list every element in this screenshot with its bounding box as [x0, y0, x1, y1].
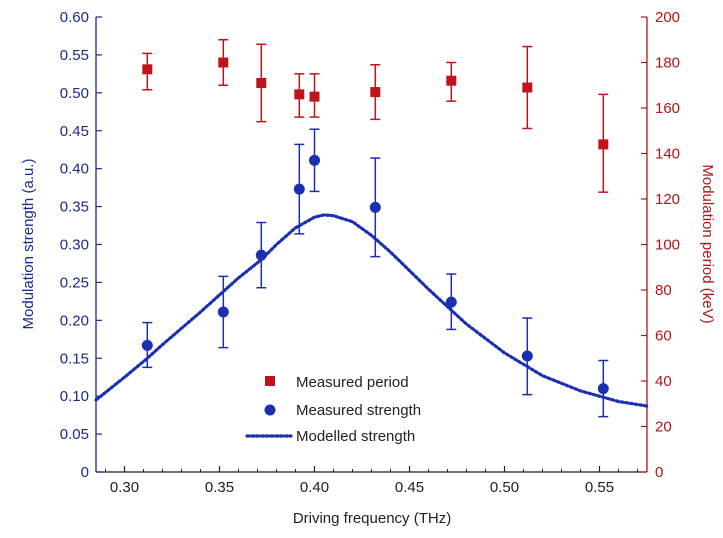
strength-point — [445, 296, 457, 308]
legend: Measured period Measured strength Modell… — [245, 374, 421, 445]
y-axis-title-left: Modulation strength (a.u.) — [20, 159, 37, 330]
legend-label-modelled-strength: Modelled strength — [296, 428, 415, 445]
strength-point — [369, 201, 381, 213]
modelled-strength-line — [94, 213, 649, 408]
x-tick-label: 0.40 — [300, 479, 329, 496]
y-right-tick-label: 0 — [655, 464, 663, 481]
strength-point — [217, 306, 229, 318]
y-left-tick-label: 0.35 — [60, 199, 89, 216]
y-left-tick-label: 0.15 — [60, 350, 89, 367]
y-right-tick-label: 80 — [655, 282, 672, 299]
y-left-tick-label: 0.45 — [60, 123, 89, 140]
x-tick-label: 0.45 — [395, 479, 424, 496]
period-point — [370, 87, 381, 98]
x-tick-label: 0.35 — [205, 479, 234, 496]
y-right-tick-label: 120 — [655, 191, 680, 208]
strength-point — [521, 350, 533, 362]
y-right-tick-label: 160 — [655, 100, 680, 117]
strength-point — [293, 183, 305, 195]
strength-point — [255, 249, 267, 261]
legend-marker-measured-strength — [264, 404, 276, 416]
y-right-tick-label: 60 — [655, 328, 672, 345]
y-right-tick-label: 140 — [655, 146, 680, 163]
y-left-tick-label: 0.10 — [60, 388, 89, 405]
period-point — [294, 89, 305, 100]
modelled-strength-layer — [94, 213, 649, 408]
data-marks-layer — [141, 39, 609, 418]
x-tick-label: 0.50 — [490, 479, 519, 496]
period-point — [218, 57, 229, 68]
x-tick-label: 0.30 — [110, 479, 139, 496]
legend-marker-measured-period — [265, 376, 275, 386]
y-left-tick-label: 0.30 — [60, 237, 89, 254]
axes: 0.30 0.35 0.40 0.45 0.50 0.55 0 0.05 0.10 0.15 0.2… — [60, 9, 680, 496]
y-left-tick-label: 0.20 — [60, 312, 89, 329]
strength-point — [309, 154, 320, 166]
y-right-tick-label: 180 — [655, 55, 680, 72]
strength-point — [597, 383, 609, 395]
legend-label-measured-strength: Measured strength — [296, 402, 421, 419]
period-point — [142, 64, 153, 75]
strength-point — [141, 339, 153, 351]
legend-label-measured-period: Measured period — [296, 374, 409, 391]
x-axis-title: Driving frequency (THz) — [293, 510, 451, 527]
y-left-tick-label: 0.55 — [60, 47, 89, 64]
period-point — [598, 139, 609, 150]
period-point — [446, 75, 457, 86]
y-left-tick-label: 0.05 — [60, 426, 89, 443]
y-left-tick-label: 0.40 — [60, 161, 89, 178]
y-right-tick-label: 200 — [655, 9, 680, 26]
x-tick-label: 0.55 — [585, 479, 614, 496]
y-left-tick-label: 0.25 — [60, 274, 89, 291]
y-left-tick-label: 0 — [81, 464, 89, 481]
period-point — [256, 77, 267, 88]
period-point — [522, 82, 533, 93]
y-left-tick-label: 0.60 — [60, 9, 89, 26]
y-right-tick-label: 100 — [655, 237, 680, 254]
y-right-tick-label: 20 — [655, 419, 672, 436]
y-left-tick-label: 0.50 — [60, 85, 89, 102]
y-axis-title-right: Modulation period (keV) — [699, 164, 716, 323]
y-right-tick-label: 40 — [655, 373, 672, 390]
period-point — [309, 91, 320, 102]
